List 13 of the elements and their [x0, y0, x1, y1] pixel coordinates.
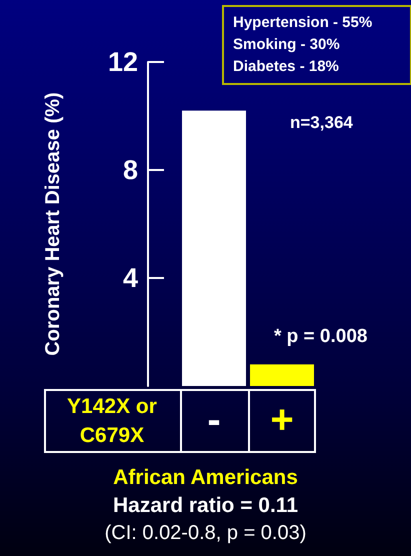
text: African Americans: [113, 466, 298, 489]
y-tick-label: 4: [122, 263, 138, 293]
x-tick-label: -: [207, 398, 221, 442]
text: Hazard ratio = 0.11: [112, 494, 298, 517]
annotation: Hypertension - 55% Smoking - 30% Diabetes - 18%: [222, 5, 411, 85]
x-axis-title: Y142X or C679X: [66, 394, 158, 449]
x-tick-label: +: [270, 398, 294, 442]
y-tick-label: 8: [122, 155, 138, 185]
annotation: n=3,364: [290, 113, 353, 133]
annotation: * p = 0.008: [274, 326, 368, 348]
text: (CI: 0.02-0.8, p = 0.03): [104, 522, 308, 545]
y-axis-title: Coronary Heart Disease (%): [42, 92, 64, 356]
y-tick-label: 12: [108, 47, 138, 77]
